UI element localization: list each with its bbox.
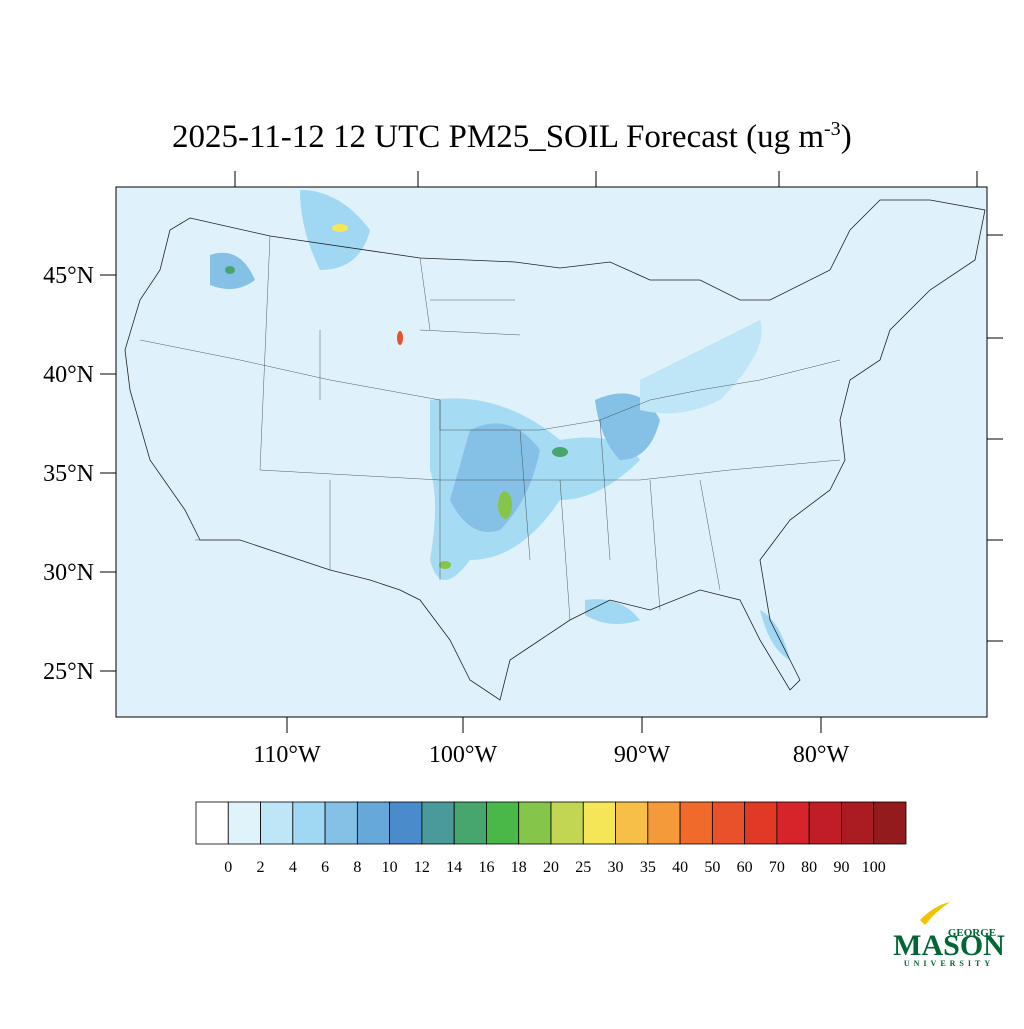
- colorbar-label: 20: [543, 859, 559, 876]
- colorbar-label: 10: [382, 859, 398, 876]
- colorbar-box: [615, 801, 649, 845]
- colorbar-label: 70: [769, 859, 785, 876]
- colorbar-label: 0: [224, 859, 232, 876]
- lat-label: 35°N: [43, 461, 94, 487]
- hotspot: [397, 331, 403, 345]
- concentration-blobs: [210, 190, 790, 660]
- colorbar-box: [421, 801, 455, 845]
- colorbar-box: [195, 801, 229, 845]
- colorbar-box: [808, 801, 842, 845]
- map-frame: [115, 186, 988, 718]
- plume: [450, 423, 540, 532]
- colorbar-box: [744, 801, 778, 845]
- plume: [760, 610, 790, 660]
- colorbar-box: [711, 801, 746, 845]
- hotspot: [225, 266, 235, 274]
- colorbar-label: 14: [446, 859, 462, 876]
- colorbar-label: 25: [575, 859, 591, 876]
- lon-label: 110°W: [253, 742, 321, 768]
- title-close: ): [841, 119, 852, 155]
- colorbar-box: [550, 801, 584, 845]
- map: [100, 171, 1003, 733]
- state-lines: [139, 235, 841, 621]
- colorbar-box: [518, 801, 552, 845]
- title-main: 2025-11-12 12 UTC PM25_SOIL Forecast (ug…: [172, 119, 824, 155]
- colorbar-label: 90: [833, 859, 849, 876]
- lon-label: 90°W: [614, 742, 671, 768]
- hotspot: [439, 561, 451, 569]
- title: 2025-11-12 12 UTC PM25_SOIL Forecast (ug…: [172, 118, 852, 155]
- colorbar-label: 100: [862, 859, 886, 876]
- colorbar-box: [227, 801, 261, 845]
- colorbar-label: 50: [704, 859, 720, 876]
- title-superscript: -3: [824, 118, 841, 140]
- axis-labels: 45°N 40°N 35°N 30°N 25°N 110°W 100°W 90°W 80°W: [43, 263, 849, 768]
- colorbar-box: [841, 801, 875, 845]
- colorbar-box: [776, 801, 810, 845]
- colorbar-box: [679, 801, 713, 845]
- colorbar-box: [260, 801, 294, 845]
- frame-ticks: [100, 171, 1003, 733]
- lat-label: 25°N: [43, 659, 94, 685]
- hotspot: [552, 447, 568, 457]
- colorbar-label: 12: [414, 859, 430, 876]
- colorbar-label: 2: [257, 859, 265, 876]
- colorbar-label: 35: [640, 859, 656, 876]
- colorbar-box: [873, 801, 907, 845]
- colorbar: 0 2 4 6 8 10 12 14 16 18 20 25 30 35 40 50 60 70 80 90 100: [195, 801, 907, 876]
- lat-label: 30°N: [43, 560, 94, 586]
- lat-label: 45°N: [43, 263, 94, 289]
- colorbar-label: 30: [608, 859, 624, 876]
- logo-top: GEORGE: [948, 927, 996, 939]
- colorbar-box: [486, 801, 520, 845]
- logo-bottom: UNIVERSITY: [904, 959, 994, 968]
- hotspot: [498, 491, 512, 519]
- colorbar-label: 6: [321, 859, 329, 876]
- lon-label: 100°W: [429, 742, 498, 768]
- lat-label: 40°N: [43, 362, 94, 388]
- colorbar-label: 18: [511, 859, 527, 876]
- lon-label: 80°W: [793, 742, 850, 768]
- colorbar-label: 16: [478, 859, 494, 876]
- hotspot: [332, 224, 348, 232]
- colorbar-label: 60: [737, 859, 753, 876]
- colorbar-label: 40: [672, 859, 688, 876]
- logo-swoosh: [920, 902, 950, 925]
- colorbar-label: 8: [353, 859, 361, 876]
- colorbar-box: [389, 801, 423, 845]
- colorbar-box: [292, 801, 326, 845]
- logo: GEORGE MASON UNIVERSITY: [893, 902, 1005, 968]
- colorbar-box: [356, 801, 391, 845]
- colorbar-box: [453, 801, 487, 845]
- plume: [640, 320, 762, 414]
- colorbar-label: 80: [801, 859, 817, 876]
- colorbar-box: [647, 801, 681, 845]
- colorbar-label: 4: [289, 859, 297, 876]
- colorbar-box: [582, 801, 616, 845]
- logo-main: MASON: [893, 929, 1005, 962]
- colorbar-box: [324, 801, 358, 845]
